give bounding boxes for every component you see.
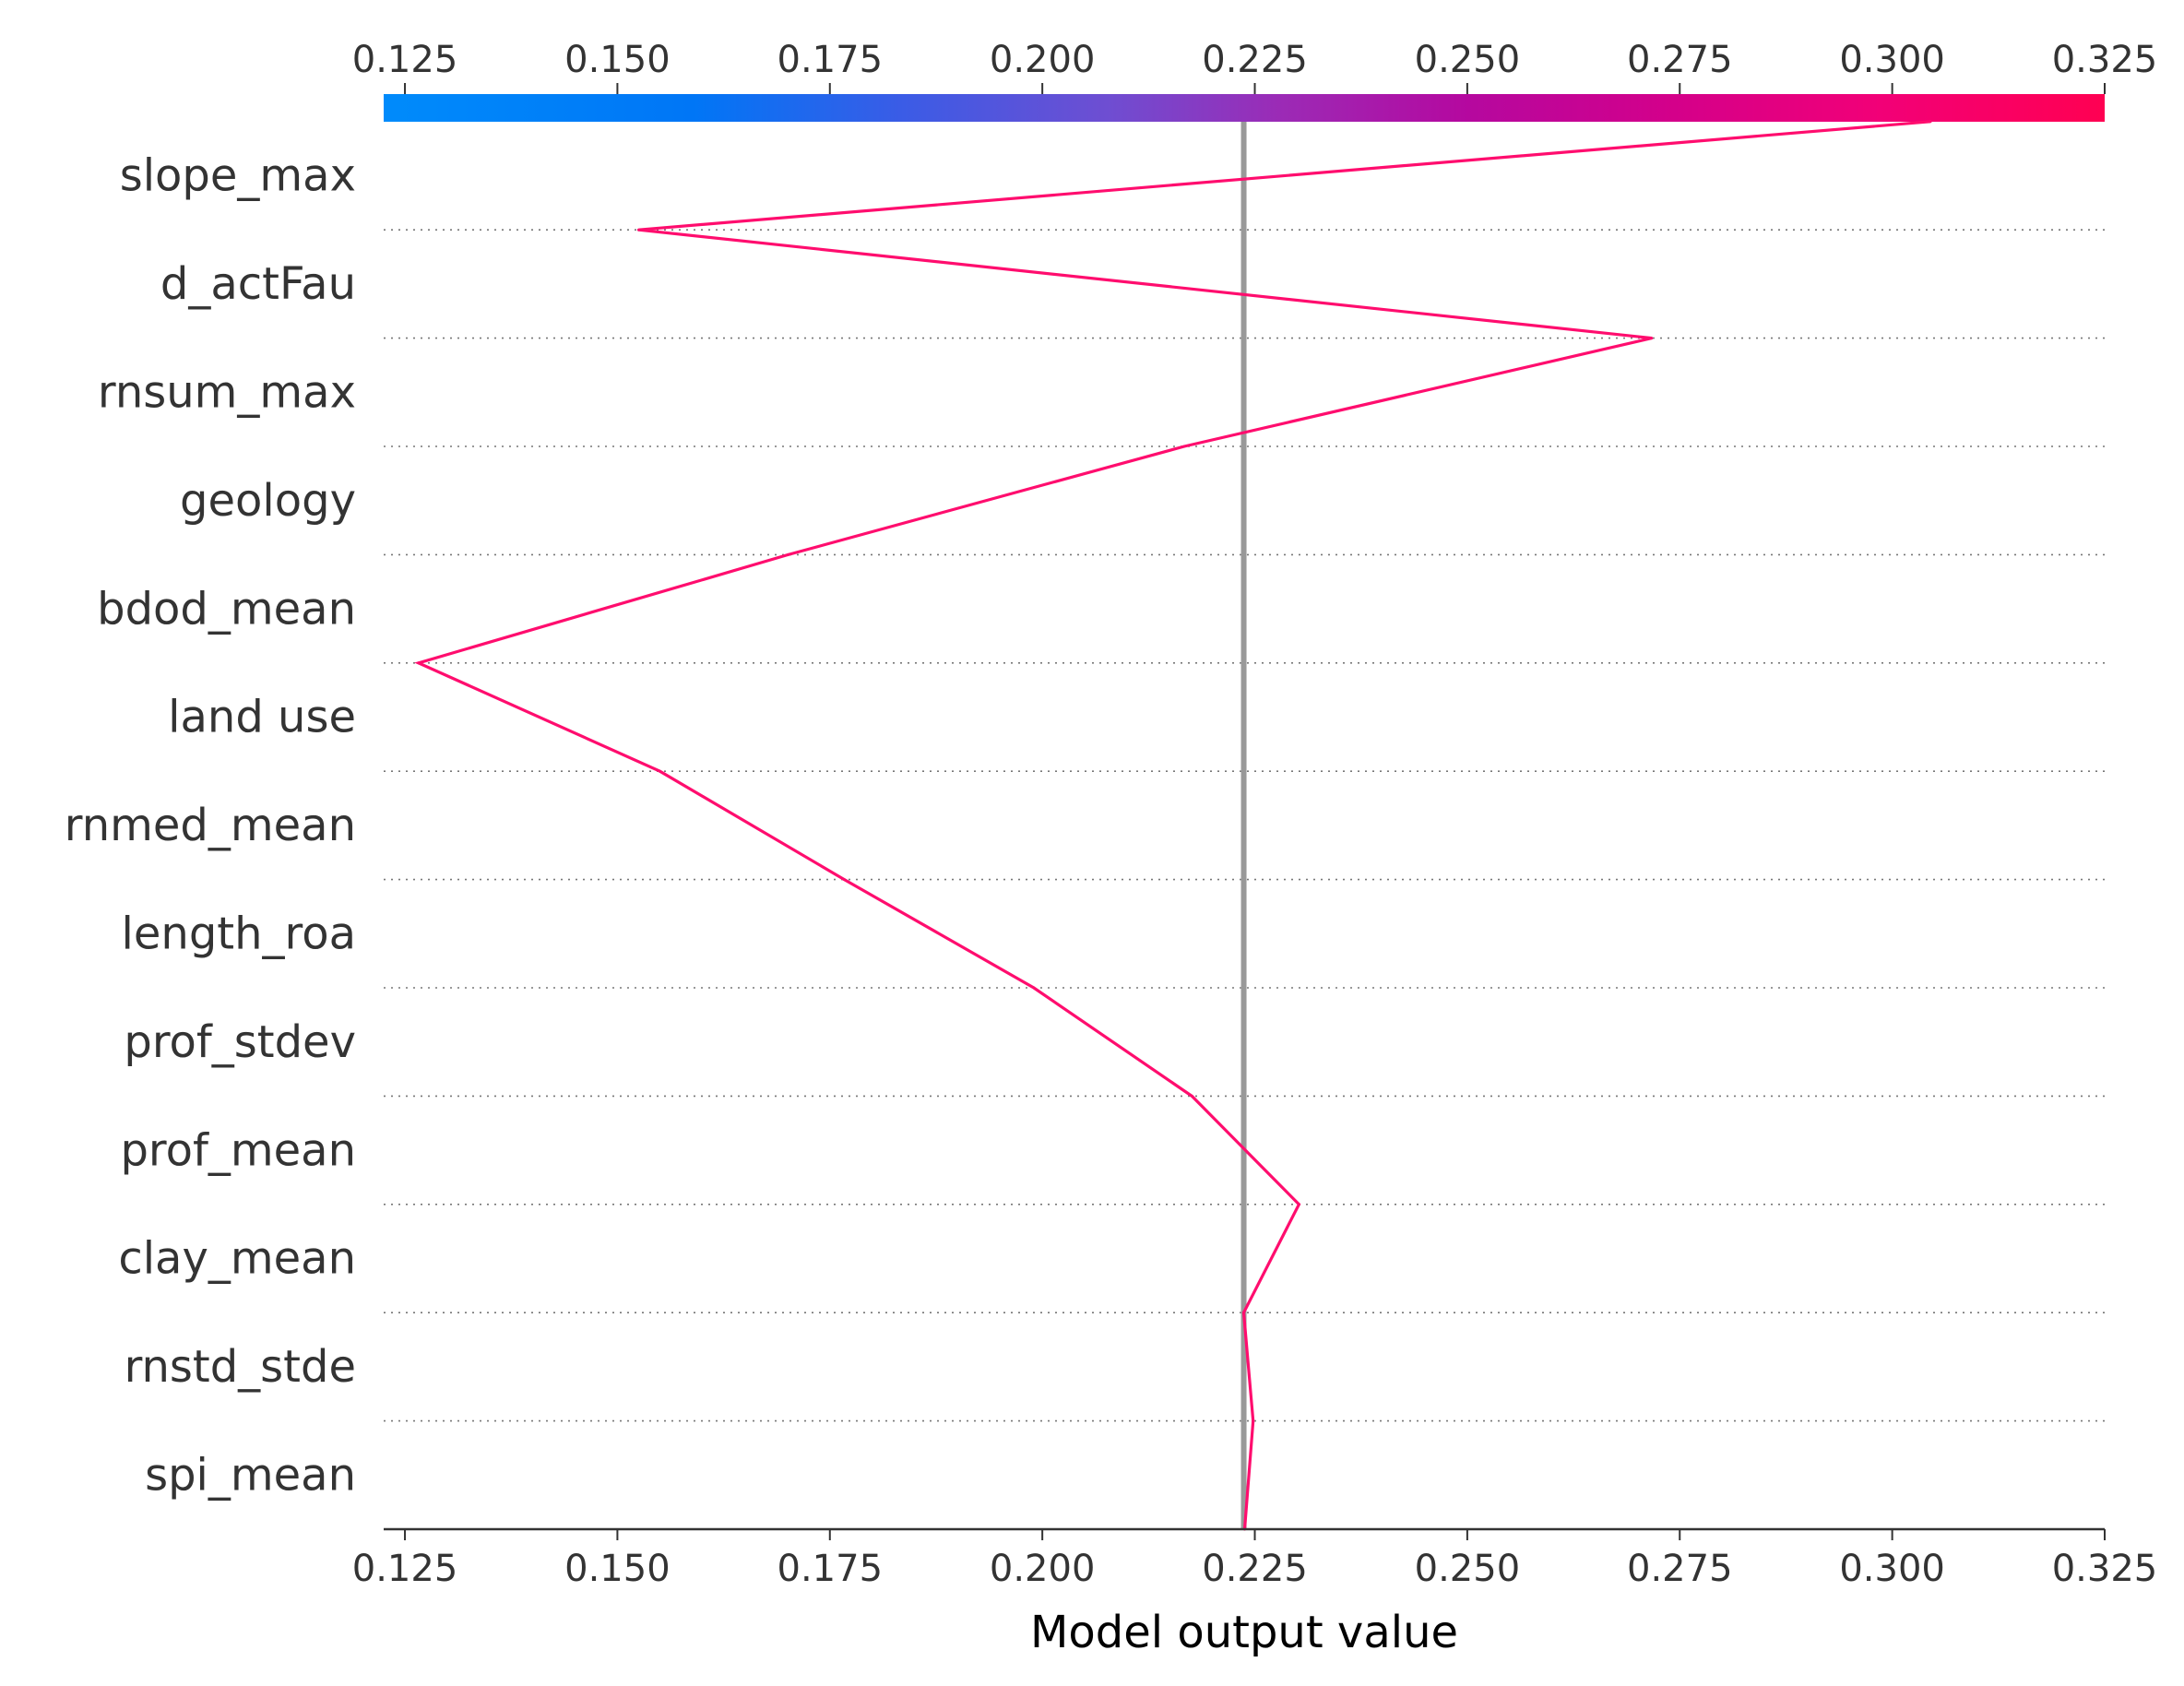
colorbar <box>384 94 2105 122</box>
decision-point <box>658 769 661 773</box>
colorbar-tick-label: 0.300 <box>1839 39 1945 81</box>
colorbar-tick-label: 0.175 <box>777 39 884 81</box>
x-tick-label: 0.275 <box>1627 1548 1733 1590</box>
colorbar-tick-label: 0.325 <box>2052 39 2158 81</box>
feature-label: prof_stdev <box>124 1016 356 1068</box>
x-tick-label: 0.325 <box>2052 1548 2158 1590</box>
feature-label: clay_mean <box>118 1233 356 1285</box>
colorbar-tick-label: 0.250 <box>1415 39 1521 81</box>
decision-point <box>417 661 421 665</box>
colorbar-ticks: 0.125 0.150 0.175 0.200 0.225 0.250 0.275 0.300… <box>352 39 2157 94</box>
decision-path-line <box>414 120 1931 1530</box>
decision-point <box>1032 986 1036 990</box>
x-tick-label: 0.150 <box>564 1548 671 1590</box>
colorbar-tick-label: 0.200 <box>990 39 1096 81</box>
feature-label: rnstd_stde <box>125 1341 356 1393</box>
decision-point <box>1190 1094 1193 1098</box>
decision-point <box>1242 1311 1246 1314</box>
feature-label: land use <box>168 692 356 743</box>
colorbar-tick-label: 0.125 <box>352 39 458 81</box>
decision-point <box>1297 1203 1300 1206</box>
x-axis-ticks: 0.125 0.150 0.175 0.200 0.225 0.250 0.275 0.300… <box>352 1529 2157 1590</box>
colorbar-tick-label: 0.225 <box>1202 39 1308 81</box>
decision-point <box>1650 337 1654 340</box>
feature-label: prof_mean <box>120 1124 356 1176</box>
feature-label: spi_mean <box>145 1450 356 1502</box>
decision-point <box>1252 1419 1255 1423</box>
decision-point <box>787 552 790 556</box>
x-tick-label: 0.250 <box>1415 1548 1521 1590</box>
x-tick-label: 0.225 <box>1202 1548 1308 1590</box>
colorbar-tick-label: 0.275 <box>1627 39 1733 81</box>
feature-label: rnmed_mean <box>65 800 356 851</box>
x-tick-label: 0.300 <box>1839 1548 1945 1590</box>
feature-label: length_roa <box>122 908 356 960</box>
feature-label: d_actFau <box>160 258 356 310</box>
x-axis-label: Model output value <box>1030 1607 1458 1658</box>
decision-point <box>842 878 846 882</box>
x-tick-label: 0.125 <box>352 1548 458 1590</box>
decision-point <box>1182 445 1186 448</box>
decision-points <box>417 120 1932 1531</box>
decision-point <box>1929 120 1932 124</box>
colorbar-tick-label: 0.150 <box>564 39 671 81</box>
feature-label: bdod_mean <box>97 583 356 635</box>
x-tick-label: 0.175 <box>777 1548 884 1590</box>
feature-label: rnsum_max <box>98 367 356 419</box>
feature-label: geology <box>180 475 356 527</box>
feature-label: slope_max <box>120 150 356 202</box>
decision-point <box>636 228 640 232</box>
x-tick-label: 0.200 <box>990 1548 1096 1590</box>
